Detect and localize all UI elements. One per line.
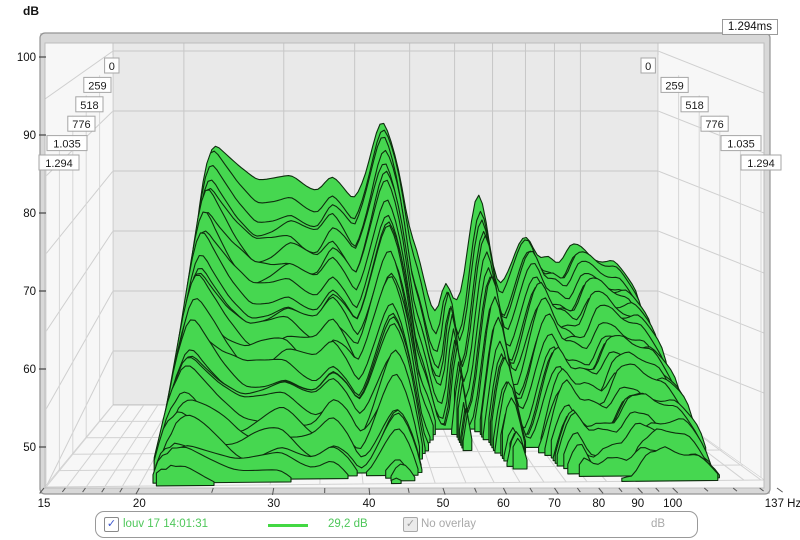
- time-label-right: [740, 154, 782, 171]
- freq-tick-label: 137 Hz: [765, 498, 800, 510]
- overlay-checkbox[interactable]: ✓: [403, 517, 418, 532]
- freq-tick-label: 40: [363, 498, 376, 510]
- overlay-label: No overlay: [421, 518, 476, 530]
- freq-axis: 15 20 30 40 50 60 70 80 90 100 137 Hz: [38, 487, 800, 510]
- time-label-right: [720, 135, 762, 152]
- db-tick-label: 100: [17, 52, 36, 64]
- db-tick-label: 50: [23, 442, 36, 454]
- time-label-right-text: 1.294: [747, 158, 775, 170]
- left-wall: [45, 50, 113, 487]
- time-label-left-text: 259: [88, 80, 106, 92]
- db-axis: 100 90 80 70 60 50: [17, 52, 46, 454]
- time-label-left: [75, 96, 104, 113]
- time-label-left-text: 518: [80, 100, 98, 112]
- time-label-left-text: 1.035: [53, 139, 81, 151]
- time-label-right-text: 1.035: [727, 139, 755, 151]
- plot-frame: [39, 32, 771, 495]
- time-label-left-text: 1.294: [45, 158, 73, 170]
- measurement-color-swatch: [268, 524, 308, 527]
- freq-tick-label: 50: [437, 498, 450, 510]
- time-label-right: [640, 57, 656, 74]
- time-label-right: [700, 115, 729, 132]
- measurement-value: 29,2 dB: [328, 518, 368, 530]
- freq-tick-label: 20: [133, 498, 146, 510]
- time-label-right: [660, 76, 689, 93]
- freq-tick-label: 90: [631, 498, 644, 510]
- time-label-left: [67, 115, 96, 132]
- measurement-label[interactable]: louv 17 14:01:31: [123, 518, 209, 530]
- time-label-right-text: 259: [665, 80, 683, 92]
- db-tick-label: 90: [23, 130, 36, 142]
- db-tick-label: 60: [23, 364, 36, 376]
- overlay-unit-label: dB: [651, 518, 666, 530]
- db-tick-label: 70: [23, 286, 36, 298]
- time-label-left: [83, 76, 112, 93]
- freq-tick-label: 80: [592, 498, 605, 510]
- time-axis-total-box: 1.294ms: [721, 19, 778, 35]
- time-label-left: [46, 135, 88, 152]
- measurement-checkbox[interactable]: ✓: [104, 517, 119, 532]
- time-label-right-text: 776: [705, 119, 723, 131]
- freq-tick-label: 70: [548, 498, 561, 510]
- freq-tick-label: 30: [267, 498, 280, 510]
- db-tick-label: 80: [23, 208, 36, 220]
- time-label-right-text: 518: [685, 100, 703, 112]
- time-label-left: [104, 57, 120, 74]
- freq-tick-label: 15: [38, 498, 51, 510]
- time-label-right-text: 0: [645, 61, 651, 73]
- y-axis-unit-label: dB: [23, 4, 39, 18]
- legend-bar: ✓ louv 17 14:01:31 29,2 dB ✓ No overlay …: [95, 511, 698, 538]
- time-label-left: [38, 154, 80, 171]
- freq-tick-label: 100: [663, 498, 682, 510]
- waterfall-slices: [152, 122, 720, 487]
- time-label-right: [680, 96, 709, 113]
- time-label-left-text: 776: [72, 119, 90, 131]
- freq-tick-label: 60: [497, 498, 510, 510]
- time-label-left-text: 0: [109, 61, 115, 73]
